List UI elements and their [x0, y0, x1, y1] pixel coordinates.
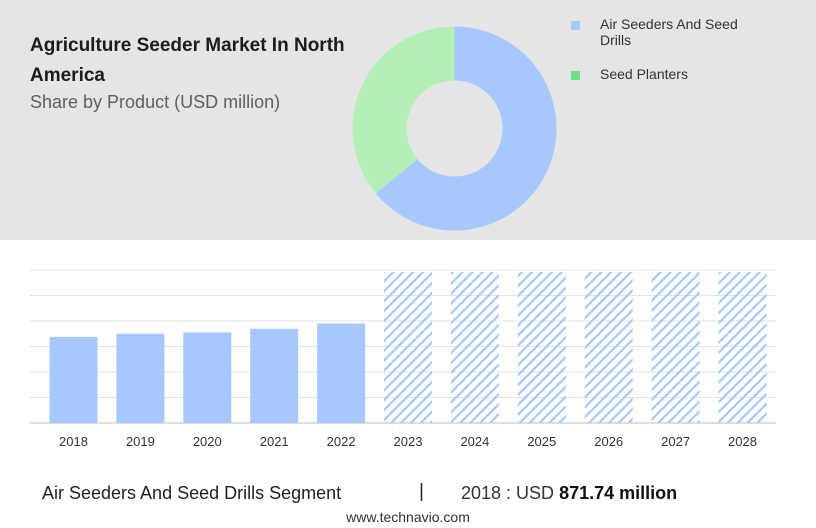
- x-tick-label: 2021: [260, 434, 289, 449]
- x-tick-label: 2026: [594, 434, 623, 449]
- x-tick-label: 2023: [394, 434, 423, 449]
- forecast-bar-2024: [450, 272, 499, 423]
- bar-chart: 2018 2019 2020 2021 2022 2023 2024 2025 2026 2027…: [30, 269, 776, 449]
- legend-label-air-seeders: Air Seeders And Seed Drills: [600, 16, 738, 48]
- x-tick-label: 2027: [661, 434, 690, 449]
- x-tick-label: 2028: [728, 434, 757, 449]
- x-tick-label: 2025: [527, 434, 556, 449]
- legend-item-seed-planters: Seed Planters: [570, 66, 770, 82]
- x-tick-label: 2022: [327, 434, 356, 449]
- forecast-bar-2027: [651, 272, 700, 423]
- bar-2021: [250, 328, 299, 423]
- donut-slice-air-seeders-and-seed-drills: [375, 26, 557, 231]
- bar-2018: [49, 336, 98, 423]
- x-tick-label: 2020: [193, 434, 222, 449]
- segment-value: 2018 : USD 871.74 million: [461, 483, 677, 504]
- segment-label: Air Seeders And Seed Drills Segment: [42, 483, 342, 503]
- forecast-bar-2025: [517, 272, 566, 423]
- forecast-bar-2026: [584, 272, 633, 423]
- chart-subtitle: Share by Product (USD million): [30, 92, 281, 112]
- legend-label-seed-planters: Seed Planters: [600, 66, 688, 82]
- bar-2020: [183, 332, 232, 423]
- x-tick-label: 2024: [460, 434, 489, 449]
- legend: Air Seeders And Seed Drills Seed Planter…: [570, 16, 770, 82]
- x-tick-label: 2018: [59, 434, 88, 449]
- donut-slice-seed-planters: [352, 26, 455, 194]
- bar-2019: [116, 333, 165, 423]
- footer-separator: |: [419, 481, 424, 502]
- x-tick-label: 2019: [126, 434, 155, 449]
- forecast-bar-2028: [718, 272, 767, 423]
- legend-swatch-air-seeders: [571, 21, 580, 30]
- legend-swatch-seed-planters: [571, 71, 580, 80]
- source-link[interactable]: www.technavio.com: [346, 509, 470, 525]
- segment-value-amount: 871.74 million: [559, 483, 678, 503]
- segment-year-label: 2018 : USD: [461, 483, 555, 503]
- donut-chart: [352, 26, 557, 231]
- legend-item-air-seeders: Air Seeders And Seed Drills: [570, 16, 770, 48]
- chart-title: Agriculture Seeder Market In North Ameri…: [30, 35, 345, 86]
- bar-2022: [317, 323, 366, 423]
- forecast-bar-2023: [384, 272, 432, 423]
